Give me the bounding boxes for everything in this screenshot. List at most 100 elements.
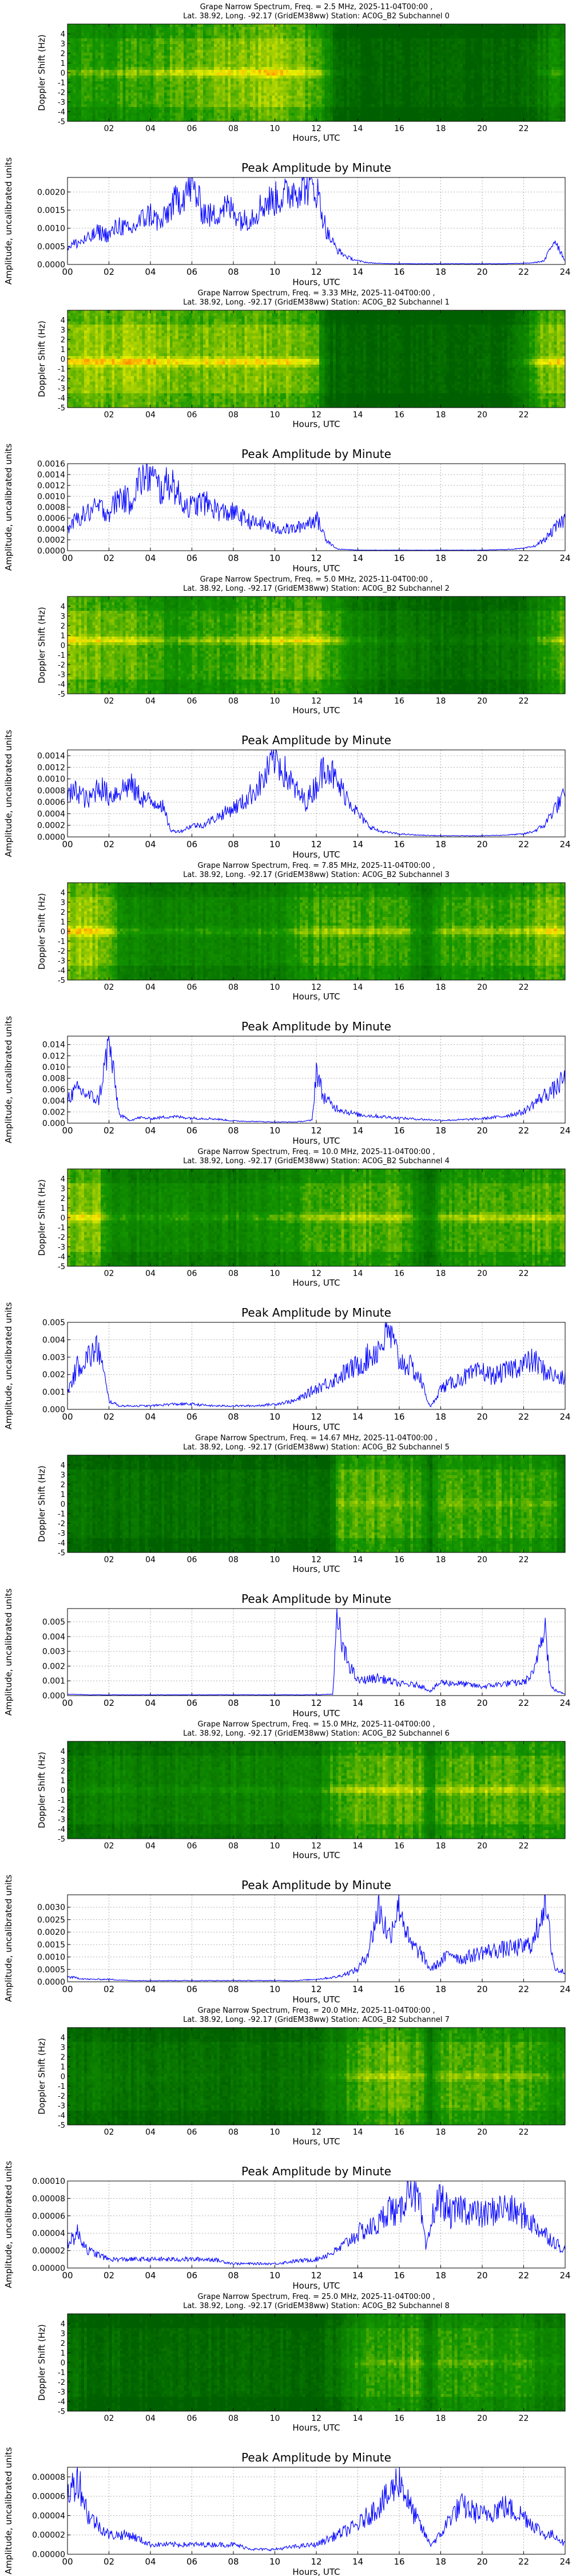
spectrogram-cell [178, 33, 181, 35]
spectrogram-cell [126, 110, 129, 113]
spectrogram-cell [84, 33, 87, 35]
spectrogram-cell [114, 78, 117, 81]
spectrogram-cell [192, 93, 195, 96]
spectrogram-cell [148, 35, 150, 38]
spectrogram-cell [181, 67, 184, 70]
spectrogram-cell [178, 27, 181, 30]
spectrogram-cell [101, 113, 104, 116]
spectrogram-cell [189, 50, 192, 53]
spectrogram-cell [170, 64, 173, 67]
spectrogram-cell [145, 50, 148, 53]
spectrogram-cell [181, 116, 184, 118]
spectrogram-cell [112, 76, 114, 78]
spectrogram-cell [93, 56, 96, 58]
spectrogram-cell [70, 35, 73, 38]
spectrogram-cell [101, 76, 104, 78]
spectrogram-cell [131, 81, 134, 84]
spectrogram-cell [164, 38, 167, 41]
spectrogram-cell [128, 116, 131, 118]
spectrogram-cell [145, 90, 148, 93]
spectrogram-cell [126, 107, 129, 110]
spectrogram-cell [176, 30, 178, 33]
spectrogram-cell [131, 110, 134, 113]
spectrogram-cell [153, 33, 156, 35]
spectrogram-cell [78, 84, 81, 87]
spectrogram-cell [120, 35, 123, 38]
spectrogram-cell [161, 61, 164, 64]
spectrogram-cell [137, 113, 140, 116]
spectrogram-cell [150, 53, 153, 56]
spectrogram-cell [126, 96, 129, 98]
spectrogram-cell [101, 90, 104, 93]
spectrogram-cell [186, 96, 189, 98]
spectrogram-cell [78, 67, 81, 70]
spectrogram-cell [78, 101, 81, 104]
spectrogram-cell [76, 24, 79, 27]
spectrogram-cell [76, 93, 79, 96]
spectrogram-cell [200, 38, 203, 41]
spectrogram-cell [106, 58, 109, 61]
spectrogram-cell [186, 58, 189, 61]
spectrogram-cell [128, 81, 131, 84]
spectrogram-cell [117, 61, 120, 64]
spectrogram-cell [76, 53, 79, 56]
spectrogram-cell [128, 33, 131, 35]
spectrogram-cell [128, 101, 131, 104]
spectrogram-cell [156, 110, 159, 113]
spectrogram-cell [123, 113, 126, 116]
spectrogram-cell [203, 61, 206, 64]
spectrogram-cell [203, 33, 206, 35]
spectrogram-cell [173, 78, 176, 81]
spectrogram-cell [106, 44, 109, 47]
spectrogram-cell [87, 64, 90, 67]
spectrogram-cell [156, 24, 159, 27]
spectrogram-cell [170, 90, 173, 93]
spectrogram-cell [184, 96, 186, 98]
spectrogram-cell [161, 101, 164, 104]
spectrogram-cell [194, 64, 197, 67]
spectrogram-cell [101, 87, 104, 90]
spectrogram-cell [128, 73, 131, 76]
spectrogram-cell [126, 87, 129, 90]
spectrogram-cell [120, 81, 123, 84]
spectrogram-cell [194, 78, 197, 81]
spectrogram-cell [200, 33, 203, 35]
spectrogram-cell [120, 33, 123, 35]
spectrogram-cell [173, 64, 176, 67]
spectrogram-cell [109, 58, 112, 61]
spectrogram-cell [159, 101, 162, 104]
spectrogram-cell [114, 47, 117, 50]
spectrogram-cell [131, 116, 134, 118]
spectrogram-cell [197, 98, 200, 101]
spectrogram-cell [73, 24, 76, 27]
spectrogram-cell [173, 27, 176, 30]
spectrogram-cell [153, 27, 156, 30]
spectrogram-cell [134, 27, 137, 30]
spectrogram-cell [192, 38, 195, 41]
spectrogram-cell [150, 93, 153, 96]
spectrogram-cell [153, 101, 156, 104]
spectrogram-cell [106, 93, 109, 96]
spectrogram-cell [181, 110, 184, 113]
spectrogram-cell [156, 35, 159, 38]
spectrogram-cell [90, 104, 93, 107]
spectrogram-cell [70, 30, 73, 33]
spectrogram-cell [140, 33, 142, 35]
spectrogram-cell [109, 47, 112, 50]
spectrogram-cell [181, 90, 184, 93]
chart-subtitle: Lat. 38.92, Long. -92.17 (GridEM38ww) St… [183, 12, 450, 21]
spectrogram-cell [176, 38, 178, 41]
spectrogram-cell [200, 96, 203, 98]
spectrogram-cell [84, 93, 87, 96]
spectrogram-cell [81, 110, 84, 113]
spectrogram-cell [192, 101, 195, 104]
spectrogram-cell [140, 116, 142, 118]
spectrogram-cell [203, 87, 206, 90]
spectrogram-cell [73, 33, 76, 35]
spectrogram-cell [197, 38, 200, 41]
spectrogram-cell [95, 101, 98, 104]
spectrogram-cell [181, 24, 184, 27]
spectrogram-cell [186, 93, 189, 96]
spectrogram-cell [134, 98, 137, 101]
spectrogram-cell [153, 56, 156, 58]
